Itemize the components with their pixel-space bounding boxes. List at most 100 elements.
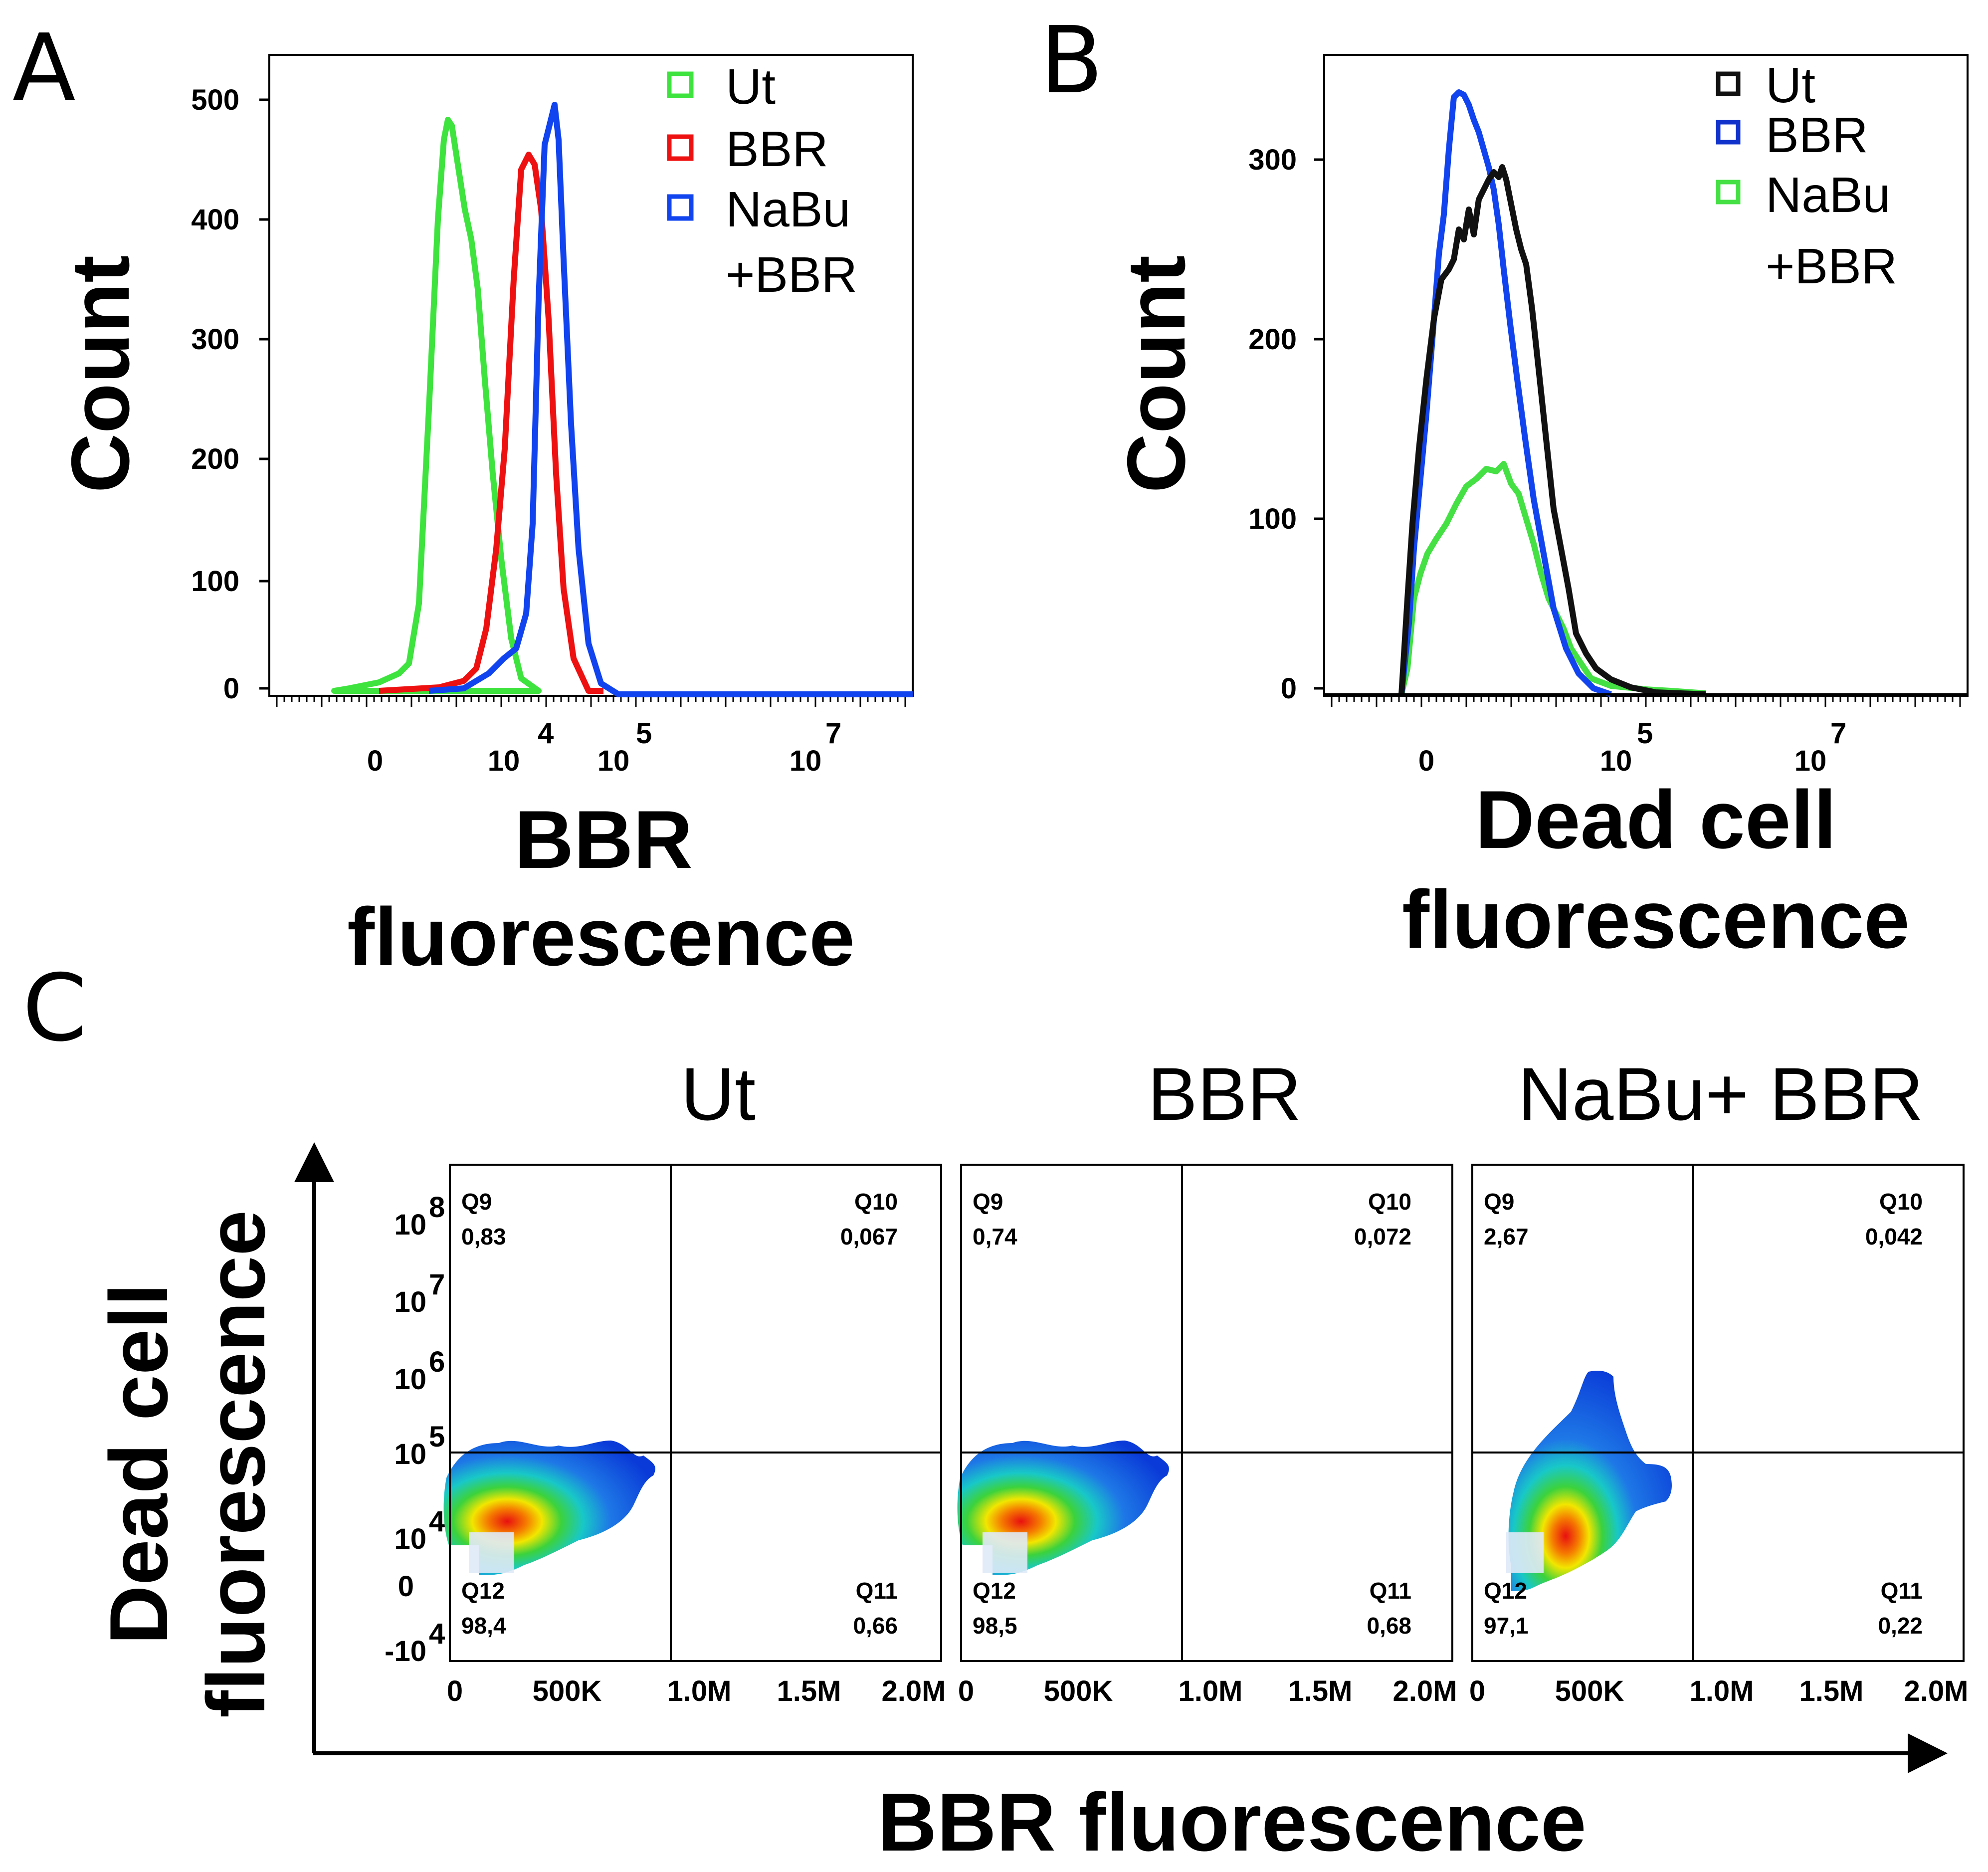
panel-c-xtick-label: 500K xyxy=(1555,1675,1624,1707)
panel-a-xtick-0: 0 xyxy=(367,745,383,777)
panel-a-series-bbr xyxy=(379,152,603,694)
panel-c-q12-ut: Q12 xyxy=(461,1578,505,1604)
panel-c-q10-ut: Q10 xyxy=(854,1189,898,1215)
panel-c-q11-nabu-bbr: Q11 xyxy=(1881,1578,1923,1604)
panel-c-frame-ut xyxy=(449,1164,942,1662)
panel-b-xtick-0: 0 xyxy=(1418,745,1434,777)
panel-c-ytick-1e7: 10 xyxy=(394,1286,426,1318)
panel-c-xtick-label: 0 xyxy=(1469,1675,1485,1707)
panel-c-ytick-1e6: 10 xyxy=(394,1363,426,1396)
panel-c-ylabel-line1: Dead cell xyxy=(93,1283,185,1645)
panel-c-q10-val-nabu-bbr: 0,042 xyxy=(1865,1224,1923,1249)
panel-b-legend-label: BBR xyxy=(1766,107,1868,163)
panel-c-ytick-neg1e4: -10 xyxy=(385,1635,426,1667)
panel-c-gate-box-ut xyxy=(469,1532,514,1573)
panel-c-plot-nabu-bbr xyxy=(1506,1371,1672,1591)
panel-c-frame-nabu-bbr xyxy=(1471,1164,1965,1662)
panel-b-letter: B xyxy=(1040,6,1103,114)
panel-c-q12-val-ut: 98,4 xyxy=(461,1613,506,1639)
panel-c-frame-bbr xyxy=(960,1164,1453,1662)
panel-b-series-ut xyxy=(1398,164,1706,697)
panel-c-xtick-label: 500K xyxy=(1044,1675,1113,1707)
panel-c-density-nabu-bbr xyxy=(1508,1371,1672,1591)
panel-a-xtick-1e4-exp: 4 xyxy=(538,717,554,750)
panel-c-xtick-label: 1.5M xyxy=(1288,1675,1353,1707)
panel-c-xtick-label: 2.0M xyxy=(1393,1675,1457,1707)
panel-b-legend-label: +BBR xyxy=(1766,238,1897,294)
panel-a-legend-swatch-ut xyxy=(667,71,694,98)
panel-b-frame xyxy=(1323,54,1969,697)
panel-a-ytick-label: 300 xyxy=(191,323,239,356)
panel-b-y-axis: 0 100 200 300 xyxy=(1248,144,1324,705)
panel-a-xtick-1e5-exp: 5 xyxy=(636,717,652,750)
panel-c-ylabel-line2: fluorescence xyxy=(190,1210,282,1718)
panel-c-letter: C xyxy=(22,954,87,1062)
panel-c-q9-ut: Q9 xyxy=(461,1189,492,1215)
panel-c-ytick-1e5: 10 xyxy=(394,1438,426,1470)
panel-a-legend-label: +BBR xyxy=(726,247,857,303)
panel-b-xtick-1e5: 10 xyxy=(1600,745,1632,777)
panel-c-xtick-label: 1.5M xyxy=(777,1675,841,1707)
panel-b-legend: Ut BBR NaBu +BBR xyxy=(1716,57,1897,294)
panel-c-q10-val-ut: 0,067 xyxy=(840,1224,898,1249)
panel-b-legend-swatch-nabu xyxy=(1716,180,1741,205)
panel-c-gate-box-bbr xyxy=(983,1532,1027,1573)
panel-c-q11-val-bbr: 0,68 xyxy=(1367,1613,1411,1639)
panel-a-legend-swatch-nabu xyxy=(667,194,694,221)
panel-c-q10-bbr: Q10 xyxy=(1368,1189,1411,1215)
panel-c-title-bbr: BBR xyxy=(1148,1052,1301,1136)
panel-a-ytick-label: 100 xyxy=(191,565,239,598)
panel-c-frames xyxy=(449,1164,1965,1662)
panel-c-title-nabu-bbr: NaBu+ BBR xyxy=(1518,1052,1924,1136)
panel-c-q9-bbr: Q9 xyxy=(973,1189,1003,1215)
panel-a-legend-label: NaBu xyxy=(726,182,850,237)
panel-c-plots xyxy=(443,1371,1672,1591)
panel-c-ytick-1e7-exp: 7 xyxy=(429,1268,445,1301)
panel-a-legend-swatch-bbr xyxy=(667,134,694,161)
panel-c-ytick-1e8: 10 xyxy=(394,1209,426,1241)
panel-a-xtick-1e4: 10 xyxy=(488,745,520,777)
panel-c-ytick-1e8-exp: 8 xyxy=(429,1191,445,1224)
panel-b-legend-swatch-ut xyxy=(1716,71,1741,96)
panel-c-xtick-label: 2.0M xyxy=(1904,1675,1969,1707)
panel-a-y-axis: 0 100 200 300 400 500 xyxy=(191,84,269,705)
panel-b-xtick-1e5-exp: 5 xyxy=(1637,717,1653,750)
panel-b-ytick-label: 100 xyxy=(1248,503,1297,535)
panel-c-q9-val-ut: 0,83 xyxy=(461,1224,506,1249)
panel-a-ylabel: Count xyxy=(54,255,146,493)
panel-c: C Ut BBR NaBu+ BBR 10 8 10 7 10 6 10 5 1… xyxy=(22,954,1968,1868)
panel-c-xtick-label: 1.0M xyxy=(667,1675,732,1707)
panel-a-series-nabu-bbr xyxy=(428,102,913,697)
panel-c-xlabel: BBR fluorescence xyxy=(877,1776,1586,1868)
panel-a-series-ut xyxy=(331,117,542,694)
panel-a-xlabel-line2: fluorescence xyxy=(347,891,855,983)
panel-b-xtick-1e7-exp: 7 xyxy=(1830,717,1846,750)
panel-b-ylabel: Count xyxy=(1110,255,1202,493)
panel-b-legend-label: NaBu xyxy=(1766,167,1890,223)
panel-c-xtick-label: 0 xyxy=(958,1675,974,1707)
panel-c-xtick-label: 0 xyxy=(447,1675,463,1707)
panel-c-xtick-label: 1.0M xyxy=(1690,1675,1754,1707)
panel-b-series-nabu-bbr xyxy=(1398,461,1706,696)
panel-a-legend: Ut BBR NaBu +BBR xyxy=(667,59,857,303)
panel-a-xtick-1e7: 10 xyxy=(790,745,822,777)
panel-c-title-ut: Ut xyxy=(681,1052,756,1136)
panel-a-x-axis: 0 10 4 10 5 10 7 xyxy=(367,717,841,777)
panel-c-xtick-label: 1.5M xyxy=(1799,1675,1864,1707)
panel-c-q9-val-nabu-bbr: 2,67 xyxy=(1484,1224,1529,1249)
panel-c-xtick-label: 2.0M xyxy=(882,1675,946,1707)
panel-c-ytick-1e4: 10 xyxy=(394,1523,426,1555)
panel-a-xtick-1e7-exp: 7 xyxy=(825,717,841,750)
panel-a-x-minor-ticks xyxy=(276,696,906,707)
panel-b-xlabel-line2: fluorescence xyxy=(1402,873,1910,965)
panel-c-q12-nabu-bbr: Q12 xyxy=(1484,1578,1527,1604)
panel-b: B 0 100 200 300 0 10 5 10 7 Ut xyxy=(1040,6,1969,965)
panel-c-q11-val-nabu-bbr: 0,22 xyxy=(1878,1613,1923,1639)
panel-c-q11-bbr: Q11 xyxy=(1370,1578,1411,1604)
panel-b-ytick-label: 0 xyxy=(1281,672,1297,705)
panel-b-legend-swatch-bbr xyxy=(1716,120,1741,145)
panel-a-xtick-1e5: 10 xyxy=(597,745,630,777)
panel-b-xtick-1e7: 10 xyxy=(1794,745,1827,777)
panel-a-ytick-label: 400 xyxy=(191,204,239,236)
